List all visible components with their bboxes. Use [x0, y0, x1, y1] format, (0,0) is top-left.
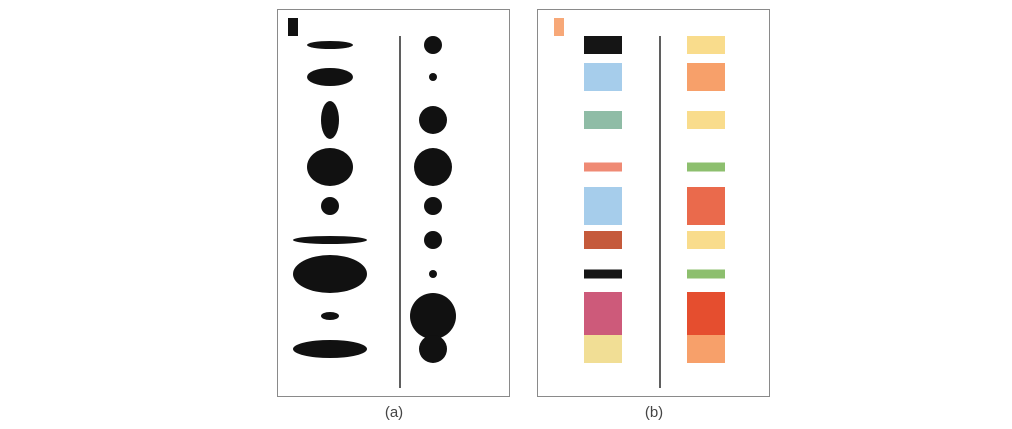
panel-b: [537, 9, 770, 397]
caption-a: (a): [384, 404, 404, 421]
left-glyph-9: [584, 335, 622, 363]
left-glyph-4: [307, 148, 353, 186]
right-glyph-6: [687, 231, 725, 249]
right-glyph-4: [687, 162, 725, 172]
left-glyph-7: [293, 255, 367, 293]
left-glyph-1: [584, 36, 622, 54]
right-glyph-4: [414, 148, 452, 186]
left-glyph-6: [584, 231, 622, 249]
right-glyph-1: [687, 36, 725, 54]
right-glyph-2: [687, 63, 725, 91]
right-glyph-8: [410, 293, 456, 339]
right-glyph-7: [687, 269, 725, 279]
left-glyph-9: [293, 340, 367, 358]
left-glyph-5: [321, 197, 339, 215]
right-glyph-9: [419, 335, 447, 363]
right-glyph-9: [687, 335, 725, 363]
legend-swatch: [554, 18, 564, 36]
right-glyph-3: [687, 111, 725, 129]
left-glyph-8: [321, 312, 339, 320]
left-glyph-3: [321, 101, 339, 139]
panel-a-canvas: [288, 18, 456, 388]
panel-b-canvas: [554, 18, 725, 388]
right-glyph-1: [424, 36, 442, 54]
left-glyph-2: [584, 63, 622, 91]
left-glyph-5: [584, 187, 622, 225]
panel-a: [277, 9, 510, 397]
left-glyph-2: [307, 68, 353, 86]
legend-swatch: [288, 18, 298, 36]
right-glyph-3: [419, 106, 447, 134]
left-glyph-4: [584, 162, 622, 172]
caption-b: (b): [644, 404, 664, 421]
right-glyph-6: [424, 231, 442, 249]
left-glyph-7: [584, 269, 622, 279]
right-glyph-8: [687, 292, 725, 340]
left-glyph-6: [293, 236, 367, 244]
left-glyph-3: [584, 111, 622, 129]
right-glyph-5: [424, 197, 442, 215]
left-glyph-1: [307, 41, 353, 49]
right-glyph-5: [687, 187, 725, 225]
right-glyph-7: [429, 270, 437, 278]
right-glyph-2: [429, 73, 437, 81]
left-glyph-8: [584, 292, 622, 340]
